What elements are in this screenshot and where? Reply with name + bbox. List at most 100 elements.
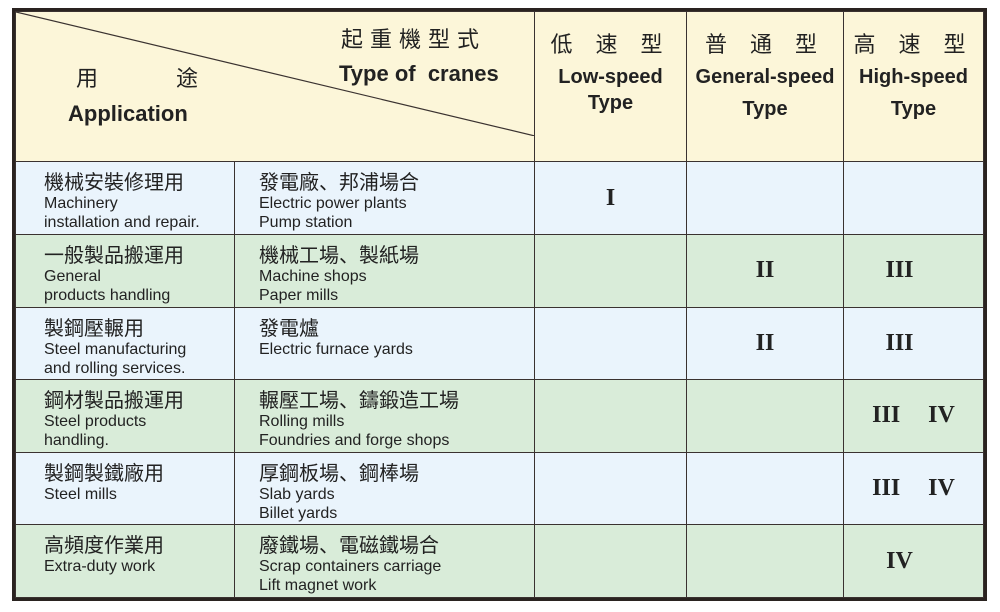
diagonal-header-cell: 用 途 Application 起 重 機 型 式 Type of cranes <box>15 10 535 163</box>
table-row: 鋼材製品搬運用 Steel products handling. 輾壓工場、鑄鍛造工… <box>15 379 984 453</box>
application-cell: 鋼材製品搬運用 Steel products handling. <box>15 379 235 453</box>
general-speed-en: General-speed <box>695 66 835 88</box>
application-zh: 一般製品搬運用 <box>44 242 184 267</box>
application-cell: 一般製品搬運用 General products handling <box>15 233 235 308</box>
header-low-speed: 低 速 型 Low-speed Type <box>534 10 687 163</box>
application-en-line1: Steel mills <box>44 485 117 503</box>
table-row: 高頻度作業用 Extra-duty work 廢鐵場、電磁鐵場合 Scrap con… <box>15 524 984 598</box>
table-row: 一般製品搬運用 General products handling 機械工場、製紙場… <box>15 233 984 308</box>
low-speed-cell <box>534 524 687 598</box>
place-cell: 發電廠、邦浦場合 Electric power plants Pump statio… <box>234 161 535 235</box>
general-speed-type-mark: II <box>755 329 775 356</box>
high-speed-type: Type <box>890 98 937 120</box>
application-en: Application <box>68 101 188 126</box>
header-general-speed: 普 通 型 General-speed Type <box>686 10 844 163</box>
place-zh: 發電廠、邦浦場合 <box>259 170 419 195</box>
high-speed-type-mark: III <box>885 257 914 284</box>
general-speed-cell: II <box>686 233 844 308</box>
low-speed-cell <box>534 379 687 453</box>
general-speed-type: Type <box>742 98 788 120</box>
low-speed-cell: I <box>534 161 687 235</box>
place-zh: 厚鋼板場、鋼棒場 <box>259 460 419 485</box>
general-speed-cell <box>686 161 844 235</box>
application-cell: 高頻度作業用 Extra-duty work <box>15 524 235 598</box>
application-cell: 製鋼製鐵廠用 Steel mills <box>15 451 235 526</box>
application-en-line1: Steel products <box>44 413 147 431</box>
high-speed-en: High-speed <box>859 66 968 88</box>
low-speed-type: Type <box>587 92 634 114</box>
table-row: 製鋼製鐵廠用 Steel mills 厚鋼板場、鋼棒場 Slab yards Bill… <box>15 451 984 526</box>
high-speed-type-mark: III <box>872 475 901 502</box>
application-en-line2: products handling <box>44 286 171 304</box>
high-speed-type-mark-2: IV <box>928 475 955 502</box>
place-en-line1: Rolling mills <box>259 413 345 431</box>
application-zh: 機械安裝修理用 <box>44 170 184 195</box>
place-en-line1: Slab yards <box>259 485 335 503</box>
crane-type-en: Type of cranes <box>339 61 499 86</box>
high-speed-type-mark: IV <box>886 547 913 574</box>
application-en-line1: Machinery <box>44 195 118 213</box>
application-en-line1: Extra-duty work <box>44 558 156 576</box>
general-speed-cell <box>686 451 844 526</box>
high-speed-cell: III IV <box>843 451 984 526</box>
low-speed-zh: 低 速 型 <box>550 33 671 58</box>
table-row: 機械安裝修理用 Machinery installation and repair.… <box>15 161 984 235</box>
place-cell: 輾壓工場、鑄鍛造工場 Rolling mills Foundries and for… <box>234 379 535 453</box>
place-en-line2: Pump station <box>259 214 353 232</box>
application-en-line1: Steel manufacturing <box>44 340 187 358</box>
place-en-line2: Billet yards <box>259 504 338 522</box>
place-zh: 機械工場、製紙場 <box>259 242 419 267</box>
header-row: 用 途 Application 起 重 機 型 式 Type of cranes… <box>15 10 984 163</box>
high-speed-type-mark: III <box>885 329 914 356</box>
low-speed-cell <box>534 306 687 381</box>
diagonal-divider <box>16 12 535 136</box>
application-en-line1: General <box>44 267 101 285</box>
table-row: 製鋼壓輾用 Steel manufacturing and rolling serv… <box>15 306 984 381</box>
high-speed-cell: III IV <box>843 379 984 453</box>
application-zh: 高頻度作業用 <box>44 533 164 558</box>
application-zh: 鋼材製品搬運用 <box>44 388 184 413</box>
high-speed-type-mark: III <box>872 402 901 429</box>
general-speed-type-mark: II <box>755 257 775 284</box>
place-zh: 廢鐵場、電磁鐵場合 <box>259 533 439 558</box>
place-en-line2: Paper mills <box>259 286 339 304</box>
high-speed-zh: 高 速 型 <box>853 33 974 58</box>
application-en-line2: handling. <box>44 432 109 450</box>
application-zh-1: 用 <box>76 67 99 92</box>
place-en-line1: Machine shops <box>259 267 367 285</box>
application-zh-2: 途 <box>176 67 199 92</box>
application-zh: 製鋼壓輾用 <box>44 315 144 340</box>
place-zh: 輾壓工場、鑄鍛造工場 <box>259 388 459 413</box>
general-speed-cell <box>686 379 844 453</box>
place-cell: 廢鐵場、電磁鐵場合 Scrap containers carriage Lift m… <box>234 524 535 598</box>
low-speed-type-mark: I <box>605 184 616 211</box>
application-en-line2: and rolling services. <box>44 359 186 377</box>
place-en-line1: Electric furnace yards <box>259 340 413 358</box>
low-speed-cell <box>534 451 687 526</box>
application-cell: 機械安裝修理用 Machinery installation and repair. <box>15 161 235 235</box>
high-speed-cell: III <box>843 306 984 381</box>
general-speed-zh: 普 通 型 <box>705 33 825 58</box>
application-zh: 製鋼製鐵廠用 <box>44 460 164 485</box>
low-speed-cell <box>534 233 687 308</box>
general-speed-cell <box>686 524 844 598</box>
place-en-line1: Electric power plants <box>259 195 407 213</box>
high-speed-type-mark-2: IV <box>928 402 955 429</box>
header-high-speed: 高 速 型 High-speed Type <box>843 10 984 163</box>
high-speed-cell: III <box>843 233 984 308</box>
high-speed-cell: IV <box>843 524 984 598</box>
place-zh: 發電爐 <box>259 315 319 340</box>
place-en-line2: Lift magnet work <box>259 577 377 595</box>
place-cell: 厚鋼板場、鋼棒場 Slab yards Billet yards <box>234 451 535 526</box>
low-speed-en: Low-speed <box>558 66 663 88</box>
application-cell: 製鋼壓輾用 Steel manufacturing and rolling serv… <box>15 306 235 381</box>
crane-application-table: 用 途 Application 起 重 機 型 式 Type of cranes… <box>12 8 987 601</box>
place-en-line1: Scrap containers carriage <box>259 558 442 576</box>
place-cell: 機械工場、製紙場 Machine shops Paper mills <box>234 233 535 308</box>
place-cell: 發電爐 Electric furnace yards <box>234 306 535 381</box>
general-speed-cell: II <box>686 306 844 381</box>
crane-type-zh: 起 重 機 型 式 <box>341 28 479 53</box>
application-en-line2: installation and repair. <box>44 214 200 232</box>
place-en-line2: Foundries and forge shops <box>259 432 450 450</box>
high-speed-cell <box>843 161 984 235</box>
